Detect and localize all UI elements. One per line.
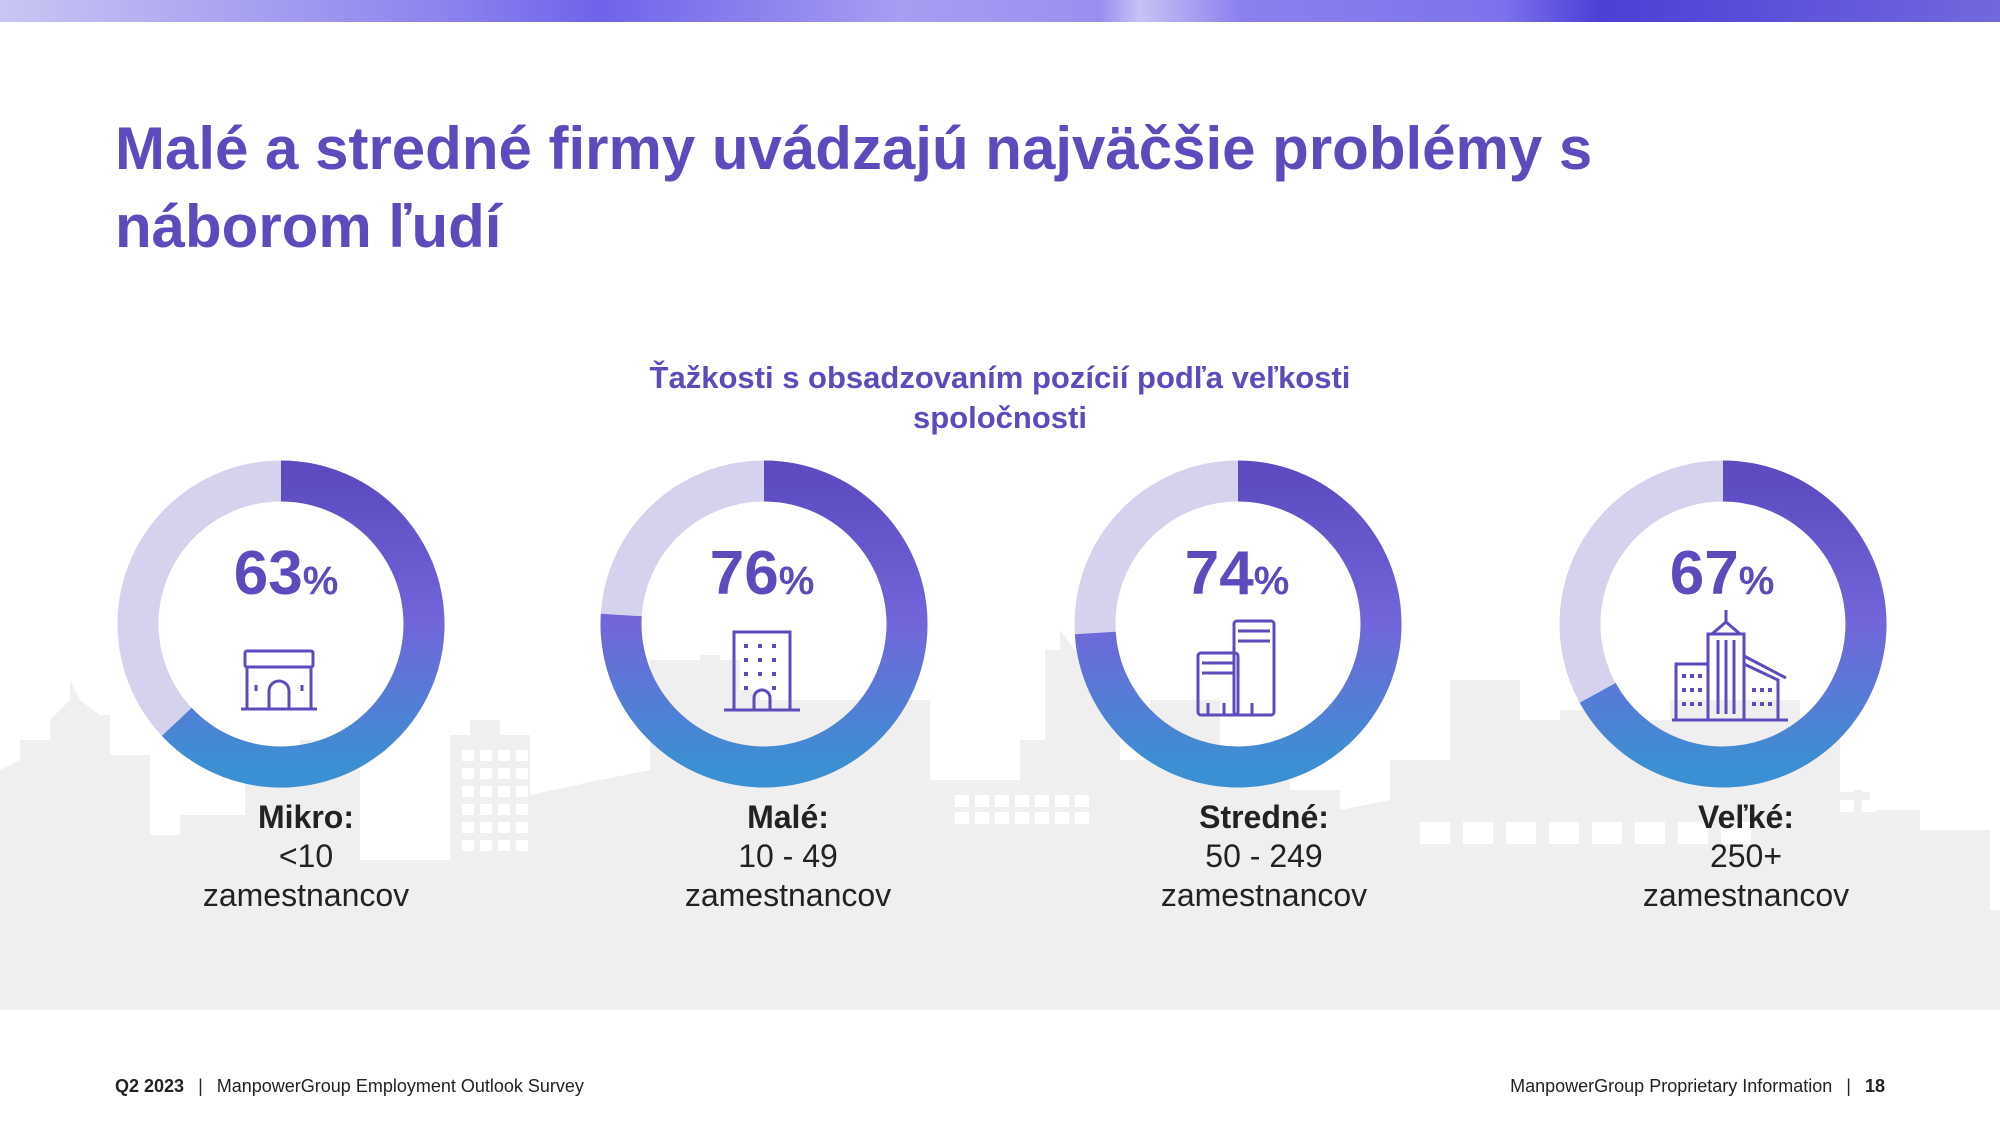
top-decorative-band	[0, 0, 2000, 22]
category-unit: zamestnancov	[1642, 877, 1850, 913]
percent-sign: %	[778, 559, 815, 603]
page-number: 18	[1864, 1076, 1885, 1096]
two-towers-icon	[1196, 619, 1276, 717]
slide-title: Malé a stredné firmy uvádzajú najväčšie …	[115, 115, 1593, 260]
percent-label-male: 76%	[662, 538, 862, 609]
category-name: Veľké:	[1698, 799, 1794, 835]
percent-sign: %	[302, 559, 339, 603]
footer-left: Q2 2023 | ManpowerGroup Employment Outlook…	[115, 1076, 584, 1097]
category-label-mikro: Mikro: <10 zamestnancov	[146, 798, 466, 915]
category-label-stredne: Stredné: 50 - 249 zamestnancov	[1104, 798, 1424, 915]
small-shop-icon	[241, 649, 317, 711]
donut-arc-stredne	[1074, 460, 1402, 788]
percent-label-mikro: 63%	[186, 538, 386, 609]
category-range: 10 - 49	[738, 838, 838, 874]
category-range: <10	[278, 838, 334, 874]
percent-value: 63	[233, 539, 303, 608]
percent-sign: %	[1738, 559, 1775, 603]
category-unit: zamestnancov	[202, 877, 410, 913]
category-label-velke: Veľké: 250+ zamestnancov	[1586, 798, 1906, 915]
footer-separator: |	[1846, 1076, 1851, 1096]
category-label-male: Malé: 10 - 49 zamestnancov	[628, 798, 948, 915]
category-unit: zamestnancov	[684, 877, 892, 913]
percent-value: 67	[1669, 539, 1739, 608]
donut-arc-velke	[1579, 460, 1887, 788]
category-range: 250+	[1709, 838, 1783, 874]
category-name: Stredné:	[1199, 799, 1329, 835]
footer-proprietary: ManpowerGroup Proprietary Information	[1510, 1076, 1833, 1096]
percent-value: 74	[1184, 539, 1254, 608]
percent-sign: %	[1253, 559, 1290, 603]
chart-title: Ťažkosti s obsadzovaním pozícií podľa ve…	[649, 360, 1351, 435]
category-range: 50 - 249	[1205, 838, 1323, 874]
footer-right: ManpowerGroup Proprietary Information | 18	[1510, 1076, 1885, 1097]
footer-survey-name: ManpowerGroup Employment Outlook Survey	[216, 1076, 584, 1096]
donut-arc-male	[600, 460, 928, 788]
percent-label-stredne: 74%	[1137, 538, 1337, 609]
footer-period: Q2 2023	[115, 1076, 185, 1096]
category-name: Malé:	[747, 799, 829, 835]
percent-value: 76	[709, 539, 779, 608]
footer-separator: |	[198, 1076, 203, 1096]
skyscraper-icon	[1672, 610, 1788, 722]
category-name: Mikro:	[258, 799, 354, 835]
donut-arc-mikro	[161, 460, 445, 788]
office-building-icon	[724, 630, 800, 712]
category-unit: zamestnancov	[1160, 877, 1368, 913]
percent-label-velke: 67%	[1622, 538, 1822, 609]
